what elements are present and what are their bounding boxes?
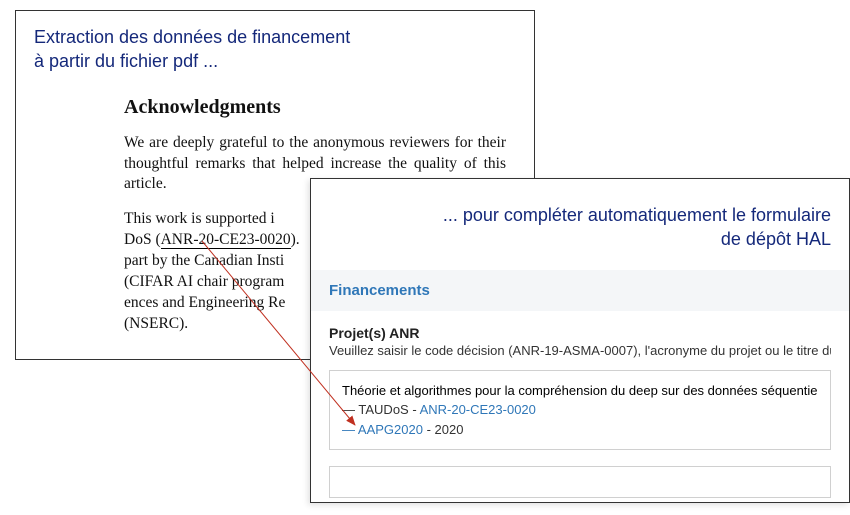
anr-call-code: AAPG2020: [342, 422, 423, 437]
ack-p2-pre: This work is supported i: [124, 210, 275, 227]
ack-p2-line3: part by the Canadian Insti: [124, 252, 284, 269]
anr-result-title: Théorie et algorithmes pour la compréhen…: [342, 383, 818, 398]
financements-section-header: Financements: [311, 270, 849, 311]
ack-p2-line4: (CIFAR AI chair program: [124, 273, 284, 290]
diagram-canvas: { "layout": { "leftPanel": { "left": 15,…: [0, 0, 850, 515]
financements-body: Projet(s) ANR Veuillez saisir le code dé…: [311, 311, 849, 499]
anr-code-highlight: ANR-20-CE23-0020: [161, 231, 291, 249]
sep1: -: [409, 402, 420, 417]
ack-p2-line5: ences and Engineering Re: [124, 294, 285, 311]
ack-p2-line6: (NSERC).: [124, 315, 188, 332]
anr-empty-input[interactable]: [329, 466, 831, 498]
ack-p2-dos: DoS (: [124, 231, 161, 248]
anr-result-code: ANR-20-CE23-0020: [420, 402, 536, 417]
anr-projects-help-text: Veuillez saisir le code décision (ANR-19…: [329, 343, 831, 358]
hal-form-panel: ... pour compléter automatiquement le fo…: [310, 178, 850, 503]
acknowledgments-title: Acknowledgments: [124, 96, 506, 119]
left-caption: Extraction des données de financementà p…: [34, 25, 516, 74]
ack-p2-post1: ).: [291, 231, 300, 248]
anr-result-acronym: TAUDoS: [342, 402, 409, 417]
right-caption: ... pour compléter automatiquement le fo…: [311, 193, 849, 270]
anr-call-year: 2020: [435, 422, 464, 437]
anr-projects-label: Projet(s) ANR: [329, 325, 831, 341]
sep2: -: [423, 422, 435, 437]
anr-result-box[interactable]: Théorie et algorithmes pour la compréhen…: [329, 370, 831, 451]
